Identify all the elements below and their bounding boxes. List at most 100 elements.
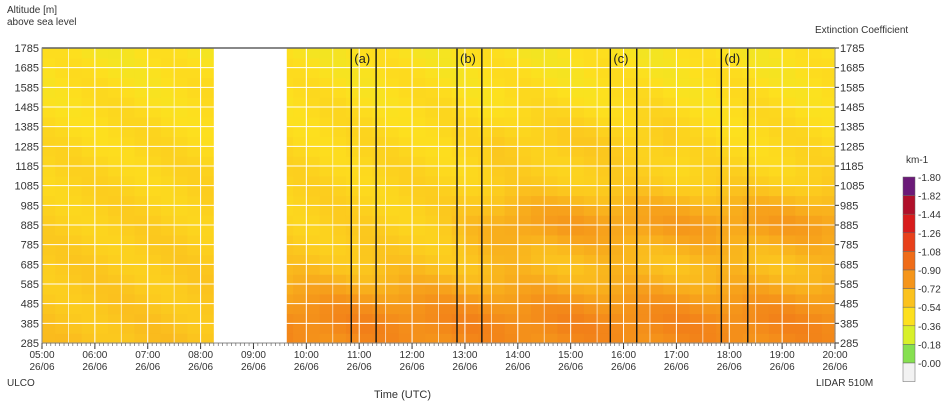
heatmap-cell xyxy=(478,67,492,79)
heatmap-cell xyxy=(795,274,810,285)
heatmap-cell xyxy=(478,185,492,197)
heatmap-cell xyxy=(478,303,492,315)
heatmap-cell xyxy=(81,175,96,187)
heatmap-cell xyxy=(412,97,426,108)
heatmap-cell xyxy=(425,234,440,246)
heatmap-cell xyxy=(755,205,770,216)
heatmap-cell xyxy=(676,323,691,334)
heatmap-cell xyxy=(636,195,651,206)
heatmap-cell xyxy=(504,195,519,206)
heatmap-cell xyxy=(55,284,70,295)
heatmap-cell xyxy=(451,48,466,59)
heatmap-cell xyxy=(425,146,440,157)
heatmap-cell xyxy=(147,57,162,69)
heatmap-cell xyxy=(716,87,730,98)
heatmap-cell xyxy=(293,107,307,118)
heatmap-cell xyxy=(557,77,572,88)
heatmap-cell xyxy=(345,284,360,295)
heatmap-cell xyxy=(557,175,572,187)
heatmap-cell xyxy=(570,126,585,138)
heatmap-cell xyxy=(597,48,611,59)
heatmap-cell xyxy=(359,205,374,216)
heatmap-cell xyxy=(55,333,70,344)
heatmap-cell xyxy=(279,107,294,118)
heatmap-cell xyxy=(134,225,149,236)
heatmap-cell xyxy=(702,244,717,256)
heatmap-cell xyxy=(636,107,651,118)
heatmap-cell xyxy=(689,126,704,138)
heatmap-cell xyxy=(108,126,122,138)
heatmap-cell xyxy=(702,185,717,197)
heatmap-cell xyxy=(544,146,559,157)
heatmap-cell xyxy=(359,254,374,265)
heatmap-cell xyxy=(808,166,823,177)
heatmap-cell xyxy=(768,215,783,226)
heatmap-cell xyxy=(359,57,374,69)
y-tick-label-right: 1585 xyxy=(840,82,864,94)
heatmap-cell xyxy=(782,303,796,315)
heatmap-cell xyxy=(689,303,704,315)
heatmap-cell xyxy=(663,77,677,88)
heatmap-cell xyxy=(821,254,836,265)
heatmap-cell xyxy=(55,116,70,128)
heatmap-cell xyxy=(425,195,440,206)
heatmap-cell xyxy=(464,175,479,187)
x-tick-time: 14:00 xyxy=(505,350,530,361)
heatmap-cell xyxy=(676,136,691,147)
heatmap-cell xyxy=(782,323,796,334)
heatmap-cell xyxy=(570,264,585,275)
heatmap-cell xyxy=(187,146,202,157)
heatmap-cell xyxy=(108,234,122,246)
heatmap-cell xyxy=(504,185,519,197)
heatmap-cell xyxy=(398,205,413,216)
heatmap-cell xyxy=(174,274,188,285)
heatmap-cell xyxy=(94,293,109,305)
heatmap-cell xyxy=(663,264,677,275)
heatmap-cell xyxy=(729,205,744,216)
band-label: (d) xyxy=(724,51,740,66)
heatmap-cell xyxy=(385,234,400,246)
heatmap-cell xyxy=(610,323,625,334)
heatmap-cell xyxy=(795,254,810,265)
heatmap-cell xyxy=(174,313,188,324)
colorbar-swatch xyxy=(902,325,916,345)
heatmap-cell xyxy=(663,166,677,177)
heatmap-cell xyxy=(716,116,730,128)
heatmap-cell xyxy=(187,215,202,226)
heatmap-cell xyxy=(478,77,492,88)
heatmap-cell xyxy=(174,215,188,226)
heatmap-cell xyxy=(649,293,664,305)
heatmap-cell xyxy=(200,97,215,108)
heatmap-cell xyxy=(121,303,136,315)
heatmap-cell xyxy=(293,126,307,138)
heatmap-cell xyxy=(544,116,559,128)
heatmap-cell xyxy=(306,284,321,295)
heatmap-cell xyxy=(412,166,426,177)
heatmap-cell xyxy=(610,313,625,324)
heatmap-cell xyxy=(81,284,96,295)
y-tick-label-left: 785 xyxy=(21,240,39,252)
heatmap-cell xyxy=(795,136,810,147)
heatmap-cell xyxy=(121,264,136,275)
heatmap-cell xyxy=(636,225,651,236)
heatmap-cell xyxy=(385,136,400,147)
heatmap-cell xyxy=(306,195,321,206)
heatmap-cell xyxy=(649,333,664,344)
heatmap-cell xyxy=(412,323,426,334)
heatmap-cell xyxy=(491,136,506,147)
heatmap-cell xyxy=(372,264,387,275)
heatmap-cell xyxy=(187,97,202,108)
heatmap-cell xyxy=(570,244,585,256)
heatmap-cell xyxy=(372,274,387,285)
heatmap-cell xyxy=(147,274,162,285)
heatmap-cell xyxy=(398,303,413,315)
heatmap-cell xyxy=(464,57,479,69)
heatmap-cell xyxy=(755,225,770,236)
heatmap-cell xyxy=(768,264,783,275)
heatmap-cell xyxy=(649,48,664,59)
heatmap-cell xyxy=(293,48,307,59)
heatmap-cell xyxy=(782,254,796,265)
heatmap-cell xyxy=(517,313,532,324)
heatmap-cell xyxy=(160,57,175,69)
heatmap-cell xyxy=(438,116,453,128)
